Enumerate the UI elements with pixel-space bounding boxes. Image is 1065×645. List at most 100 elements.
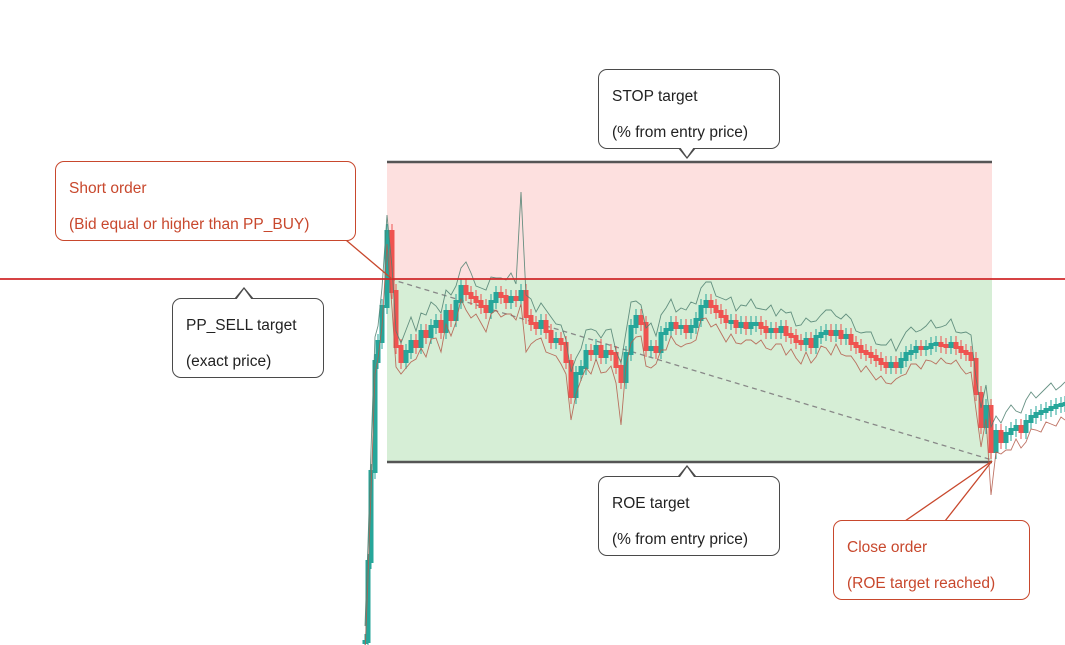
candle-body (728, 320, 734, 324)
candle-body (483, 305, 489, 313)
stop-zone (387, 162, 992, 279)
candle-body (468, 292, 474, 299)
candle-body (983, 405, 989, 428)
candle-body (823, 330, 829, 335)
candle-body (993, 430, 999, 453)
candle-body (372, 360, 378, 473)
candle-body (928, 343, 934, 349)
candle-body (568, 360, 574, 398)
candle-body (1053, 404, 1059, 409)
roe-target-callout: ROE target (% from entry price) (598, 476, 780, 556)
candle-body (368, 470, 374, 563)
candle-body (508, 296, 514, 303)
candle-body (978, 392, 984, 428)
candle-body (658, 332, 664, 353)
candle-body (953, 342, 959, 349)
short-order-pointer (339, 234, 393, 280)
candle-body (448, 310, 454, 321)
candle-body (458, 285, 464, 303)
close-order-callout: Close order (ROE target reached) (833, 520, 1030, 600)
candle-body (938, 342, 944, 347)
candle-body (1003, 432, 1009, 443)
short-order-note: (Bid equal or higher than PP_BUY) (69, 216, 310, 233)
candle-body (389, 230, 395, 293)
candle-body (818, 332, 824, 338)
candle-body (403, 350, 409, 363)
candle-body (838, 330, 844, 339)
candle-body (563, 342, 569, 363)
candle-body (423, 330, 429, 338)
candle-body (853, 342, 859, 348)
candle-body (913, 346, 919, 353)
candle-body (553, 338, 559, 343)
candle-body (558, 338, 564, 345)
candle-body (803, 338, 809, 345)
candle-body (413, 340, 419, 348)
candle-body (528, 315, 534, 325)
candle-body (933, 342, 939, 346)
candle-body (898, 358, 904, 368)
candle-body (648, 346, 654, 351)
candle-body (578, 366, 584, 375)
candle-body (918, 346, 924, 350)
candle-body (613, 352, 619, 368)
candle-body (598, 345, 604, 358)
candle-body (453, 300, 459, 321)
candle-body (478, 300, 484, 308)
candle-body (793, 335, 799, 343)
candle-body (473, 296, 479, 303)
candle-body (643, 322, 649, 351)
short-order-label: Short order (69, 180, 147, 197)
candle-body (778, 326, 784, 333)
candle-body (438, 320, 444, 333)
candle-body (1038, 410, 1044, 415)
candle-body (573, 372, 579, 398)
candle-body (943, 344, 949, 348)
candle-body (1048, 406, 1054, 411)
candle-body (362, 640, 368, 644)
pp-sell-target-callout: PP_SELL target (exact price) (172, 298, 324, 378)
candle-body (608, 350, 614, 355)
candle-body (653, 346, 659, 353)
candle-body (663, 328, 669, 335)
candle-body (843, 334, 849, 339)
candle-body (1058, 403, 1064, 407)
candle-body (683, 325, 689, 333)
candle-body (833, 330, 839, 336)
candle-body (543, 320, 549, 333)
pp-sell-label: PP_SELL target (186, 317, 297, 334)
candle-body (718, 310, 724, 318)
candle-body (748, 322, 754, 329)
candle-body (903, 352, 909, 361)
candle-body (883, 362, 889, 368)
stop-target-label: STOP target (612, 88, 698, 105)
candle-body (808, 338, 814, 348)
candle-body (958, 346, 964, 353)
roe-target-label: ROE target (612, 495, 690, 512)
candle-body (443, 310, 449, 333)
candle-body (678, 325, 684, 329)
candle-body (588, 350, 594, 355)
candle-body (998, 430, 1004, 443)
candle-body (878, 358, 884, 365)
candle-body (908, 350, 914, 355)
candle-body (813, 335, 819, 348)
candle-body (723, 315, 729, 323)
candle-body (893, 362, 899, 368)
candle-body (548, 330, 554, 343)
candle-body (763, 326, 769, 333)
candle-body (783, 326, 789, 336)
close-order-label: Close order (847, 539, 928, 556)
candle-body (863, 350, 869, 355)
price-high-line (364, 191, 1065, 627)
short-order-callout: Short order (Bid equal or higher than PP… (55, 161, 356, 241)
candle-body (713, 305, 719, 313)
candle-body (408, 340, 414, 353)
candle-body (738, 322, 744, 328)
candle-body (773, 328, 779, 333)
candle-body (493, 292, 499, 303)
candle-body (888, 362, 894, 368)
close-order-note: (ROE target reached) (847, 575, 996, 592)
candle-body (365, 560, 371, 643)
